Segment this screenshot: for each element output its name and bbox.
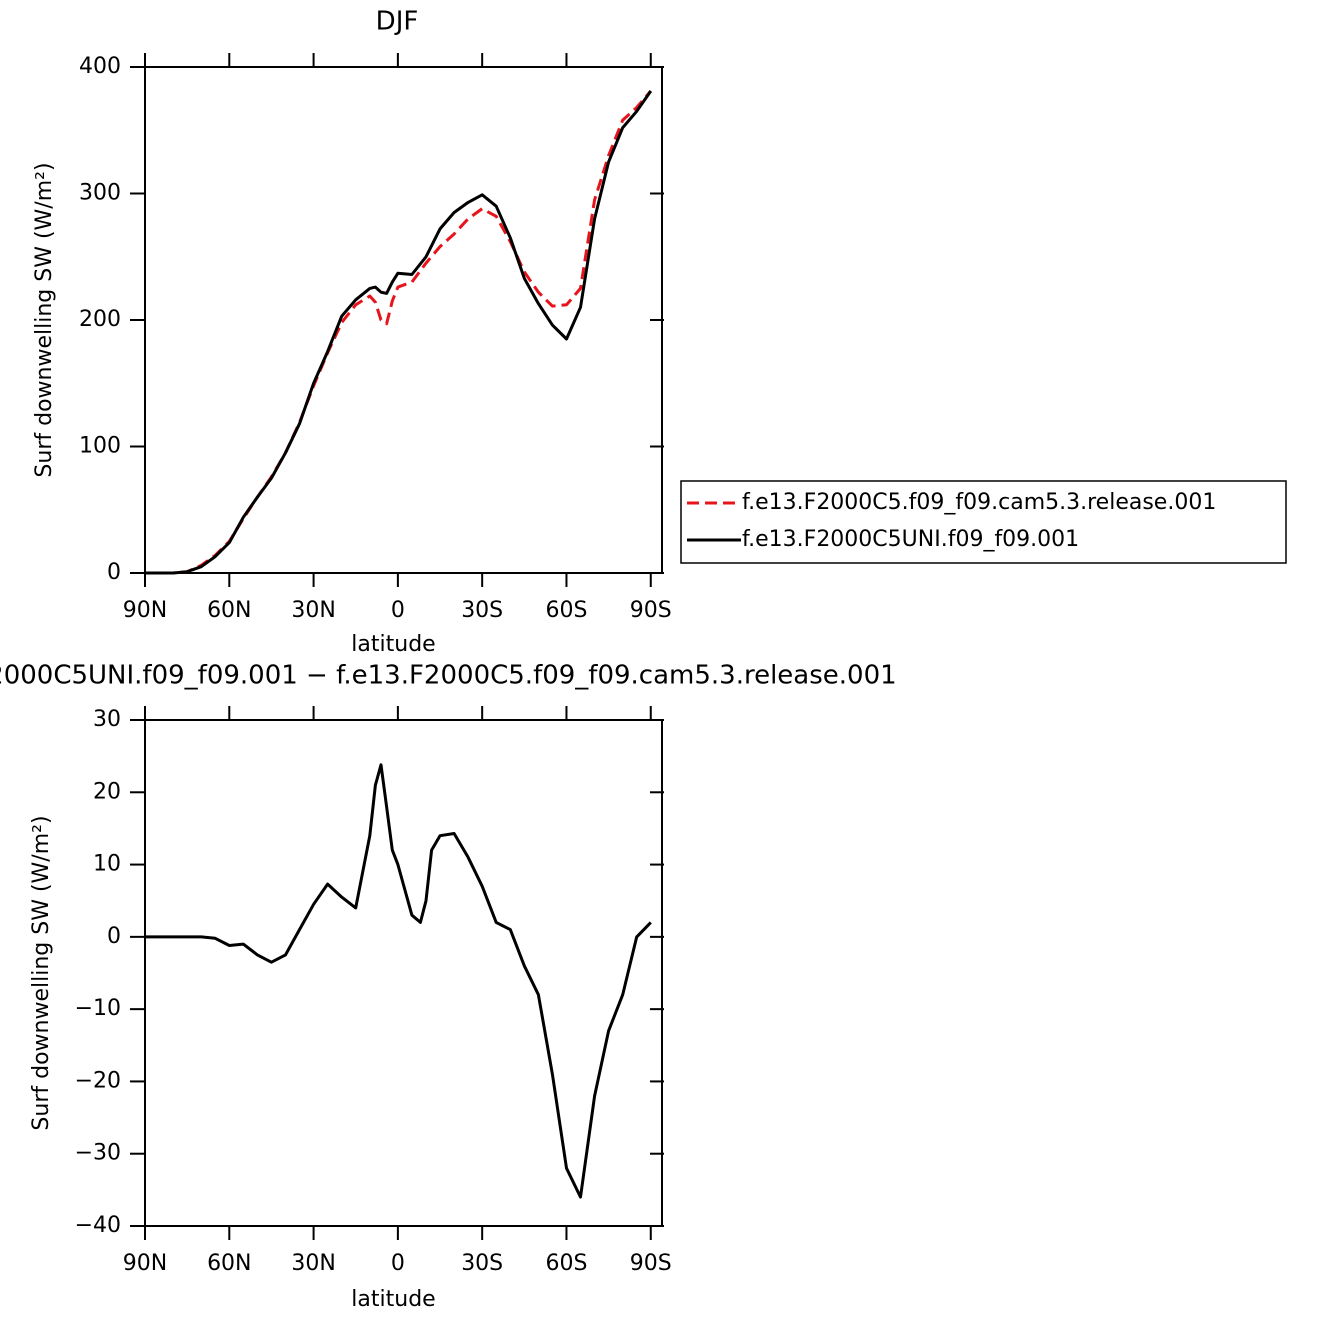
x-axis-label: latitude <box>351 632 435 657</box>
x-tick-label: 90N <box>123 1251 167 1276</box>
chart-title: f.e13.F2000C5UNI.f09_f09.001 − f.e13.F20… <box>0 661 897 691</box>
plot-frame <box>144 66 663 574</box>
y-tick-label: 100 <box>79 434 121 459</box>
x-tick-label: 30S <box>461 598 503 623</box>
legend-label: f.e13.F2000C5UNI.f09_f09.001 <box>742 527 1079 552</box>
x-tick-label: 60S <box>545 1251 587 1276</box>
data-line <box>145 763 652 1199</box>
legend-box <box>680 480 1287 564</box>
plot-frame <box>144 719 663 1227</box>
y-tick-label: 300 <box>79 181 121 206</box>
x-tick-label: 30S <box>461 1251 503 1276</box>
x-tick-label: 0 <box>391 598 405 623</box>
y-tick-label: 0 <box>107 924 121 949</box>
x-tick-label: 30N <box>291 598 335 623</box>
y-tick-label: 0 <box>107 560 121 585</box>
x-tick-label: 60N <box>207 1251 251 1276</box>
x-tick-label: 60N <box>207 598 251 623</box>
x-tick-label: 90S <box>630 1251 672 1276</box>
y-tick-label: −20 <box>75 1068 121 1093</box>
x-tick-label: 0 <box>391 1251 405 1276</box>
chart-title: DJF <box>376 7 419 37</box>
data-line <box>145 90 652 575</box>
y-tick-label: 200 <box>79 307 121 332</box>
data-line <box>145 90 653 575</box>
y-tick-label: −10 <box>75 996 121 1021</box>
x-tick-label: 90N <box>123 598 167 623</box>
y-axis-label: Surf downwelling SW (W/m²) <box>32 162 57 477</box>
x-tick-label: 30N <box>291 1251 335 1276</box>
legend-label: f.e13.F2000C5.f09_f09.cam5.3.release.001 <box>742 490 1216 515</box>
y-tick-label: −40 <box>75 1213 121 1238</box>
y-tick-label: 30 <box>93 707 121 732</box>
x-axis-label: latitude <box>351 1287 435 1312</box>
y-tick-label: 400 <box>79 54 121 79</box>
x-tick-label: 60S <box>545 598 587 623</box>
y-axis-label: Surf downwelling SW (W/m²) <box>29 815 54 1130</box>
y-tick-label: −30 <box>75 1141 121 1166</box>
y-tick-label: 20 <box>93 779 121 804</box>
x-tick-label: 90S <box>630 598 672 623</box>
y-tick-label: 10 <box>93 852 121 877</box>
